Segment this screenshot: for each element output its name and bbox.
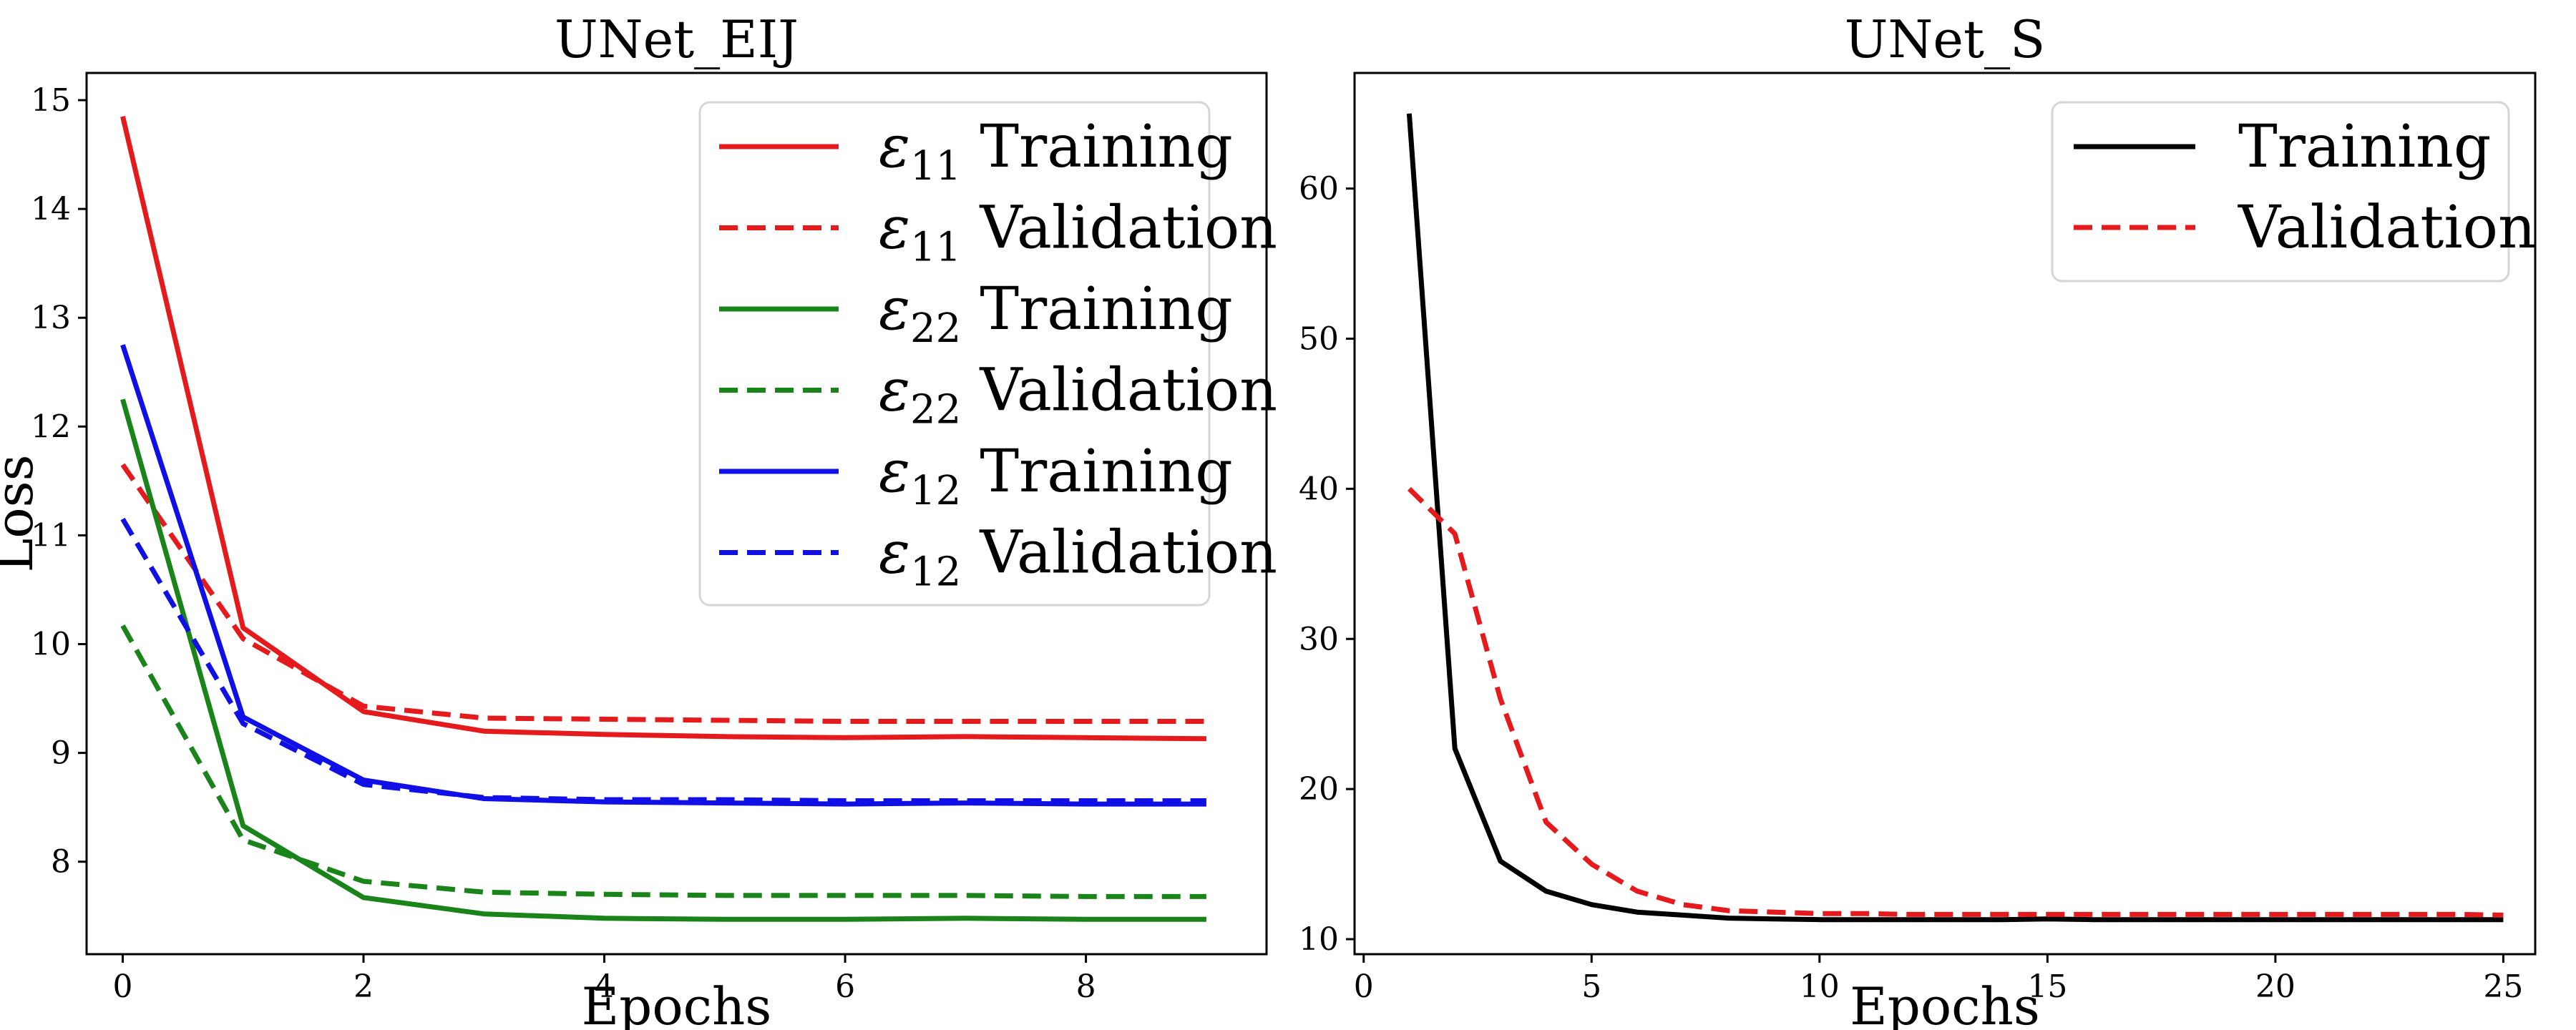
x-tick-label: 5 xyxy=(1581,968,1601,1005)
chart-title: UNet_EIJ xyxy=(555,9,799,69)
x-tick-label: 0 xyxy=(1354,968,1374,1005)
y-tick-label: 50 xyxy=(1299,320,1339,357)
series-line-2 xyxy=(120,463,1206,724)
x-axis-label: Epochs xyxy=(582,976,772,1030)
y-axis-label: Loss xyxy=(0,454,44,572)
x-tick-label: 20 xyxy=(2255,968,2296,1005)
series-line-1 xyxy=(1406,113,2504,923)
legend-label: Training xyxy=(2238,113,2491,181)
legend-label: ε11 Validation xyxy=(879,195,1277,271)
series-line-6 xyxy=(120,517,1206,803)
legend-label: ε11 Training xyxy=(879,113,1233,190)
chart-2: UNet_S 0 5 10 15 20 25 10 20 30 40 50 60 Epochs Traini… xyxy=(1299,9,2537,1030)
y-tick-label: 8 xyxy=(51,844,71,881)
y-tick-label: 13 xyxy=(31,300,71,336)
y-tick-label: 15 xyxy=(31,82,71,119)
legend-label: ε12 Validation xyxy=(879,519,1277,596)
x-tick-label: 0 xyxy=(112,968,132,1005)
x-tick-label: 4 xyxy=(595,968,615,1005)
series-line-4 xyxy=(120,624,1206,899)
chart-1: UNet_EIJ 0 2 4 6 8 8 9 10 11 12 13 14 15 Epochs Loss ε11… xyxy=(0,9,1277,1030)
y-tick-label: 60 xyxy=(1299,171,1339,207)
plot-frame xyxy=(1353,72,2537,956)
legend-label: ε22 Validation xyxy=(879,357,1277,433)
y-tick-label: 30 xyxy=(1299,621,1339,657)
y-tick-label: 11 xyxy=(31,517,71,554)
x-tick-label: 25 xyxy=(2483,968,2523,1005)
series-group xyxy=(120,115,1206,922)
x-tick-label: 15 xyxy=(2027,968,2067,1005)
legend-box xyxy=(698,101,1211,607)
y-tick-label: 14 xyxy=(31,191,71,227)
x-tick-label: 10 xyxy=(1800,968,1840,1005)
plot-frame xyxy=(85,72,1268,956)
legend-label: Validation xyxy=(2238,194,2536,262)
x-tick-label: 6 xyxy=(835,968,855,1005)
legend-label: ε22 Training xyxy=(879,275,1233,352)
y-tick-label: 10 xyxy=(1299,921,1339,958)
x-tick-label: 2 xyxy=(353,968,374,1005)
chart-title: UNet_S xyxy=(1845,9,2046,69)
x-axis-label: Epochs xyxy=(1850,976,2040,1030)
y-tick-label: 9 xyxy=(51,735,71,772)
series-group xyxy=(1406,113,2504,923)
y-tick-label: 40 xyxy=(1299,471,1339,507)
legend: Training Validation xyxy=(2051,101,2536,283)
y-tick-label: 12 xyxy=(31,408,71,445)
y-tick-label: 20 xyxy=(1299,771,1339,808)
y-tick-label: 10 xyxy=(31,627,71,663)
x-tick-label: 8 xyxy=(1076,968,1096,1005)
series-line-2 xyxy=(1407,486,2504,918)
legend-label: ε12 Training xyxy=(879,438,1233,514)
series-line-5 xyxy=(120,344,1206,807)
